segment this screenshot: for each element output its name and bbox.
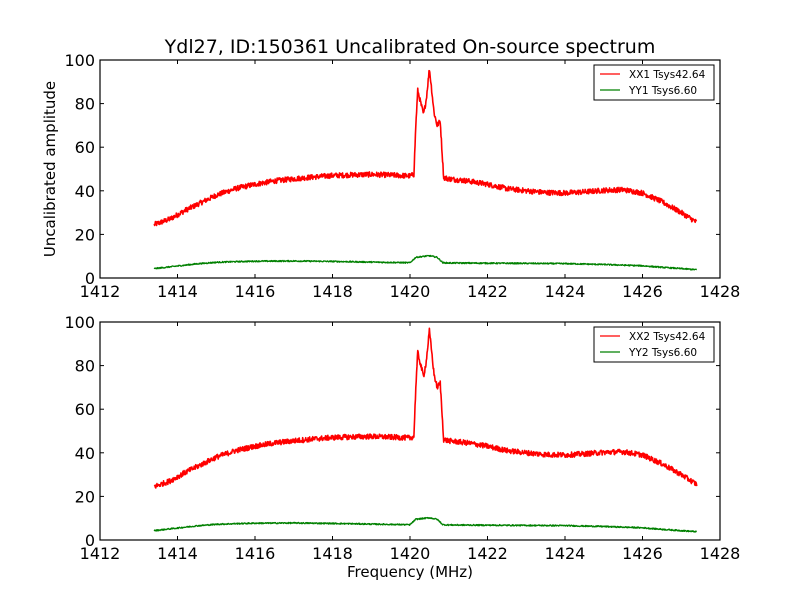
y-tick-label: 60 [75,138,95,157]
x-tick-label: 1420 [390,544,431,563]
y-axis-label: Uncalibrated amplitude [41,81,59,257]
plot-area [153,327,698,533]
x-tick-label: 1414 [157,544,198,563]
y-tick-label: 20 [75,487,95,506]
x-tick-label: 1424 [545,282,586,301]
x-tick-label: 1426 [622,282,663,301]
figure-title: Ydl27, ID:150361 Uncalibrated On-source … [164,36,656,58]
series-line-xx [153,69,698,227]
legend: XX2 Tsys42.64 YY2 Tsys6.60 [593,326,715,363]
y-tick-label: 0 [85,531,95,550]
x-tick-label: 1414 [157,282,198,301]
legend-entry: YY1 Tsys6.60 [628,85,697,97]
x-tick-label: 1418 [312,282,353,301]
x-tick-label: 1428 [700,544,741,563]
y-tick-label: 80 [75,95,95,114]
x-tick-label: 1418 [312,544,353,563]
x-tick-label: 1420 [390,282,431,301]
y-tick-label: 40 [75,182,95,201]
x-axis-label: Frequency (MHz) [347,563,473,581]
x-tick-label: 1416 [235,282,276,301]
x-tick-label: 1412 [80,544,121,563]
x-tick-label: 1422 [467,544,508,563]
x-tick-label: 1416 [235,544,276,563]
legend-box [593,64,715,101]
legend-box [593,326,715,363]
x-tick-label: 1412 [80,282,121,301]
series-line-yy [153,254,698,271]
x-tick-label: 1422 [467,282,508,301]
x-tick-label: 1428 [700,282,741,301]
x-tick-label: 1424 [545,544,586,563]
y-tick-label: 20 [75,225,95,244]
series-line-xx [153,327,698,489]
series-line-yy [153,516,698,533]
legend-entry: YY2 Tsys6.60 [628,347,697,359]
y-tick-label: 80 [75,357,95,376]
bottom-subplot: 1412 1414 1416 1418 1420 1422 1424 1426 1428 0 20 4… [64,313,740,581]
x-tick-label: 1426 [622,544,663,563]
legend: XX1 Tsys42.64 YY1 Tsys6.60 [593,64,715,101]
legend-entry: XX1 Tsys42.64 [629,69,706,81]
y-tick-label: 100 [64,313,95,332]
y-tick-label: 40 [75,444,95,463]
top-subplot: 1412 1414 1416 1418 1420 1422 1424 1426 1428 0 20 4… [41,51,740,301]
plot-area [153,69,698,271]
y-tick-label: 0 [85,269,95,288]
legend-entry: XX2 Tsys42.64 [629,331,706,343]
y-tick-label: 60 [75,400,95,419]
y-tick-label: 100 [64,51,95,70]
